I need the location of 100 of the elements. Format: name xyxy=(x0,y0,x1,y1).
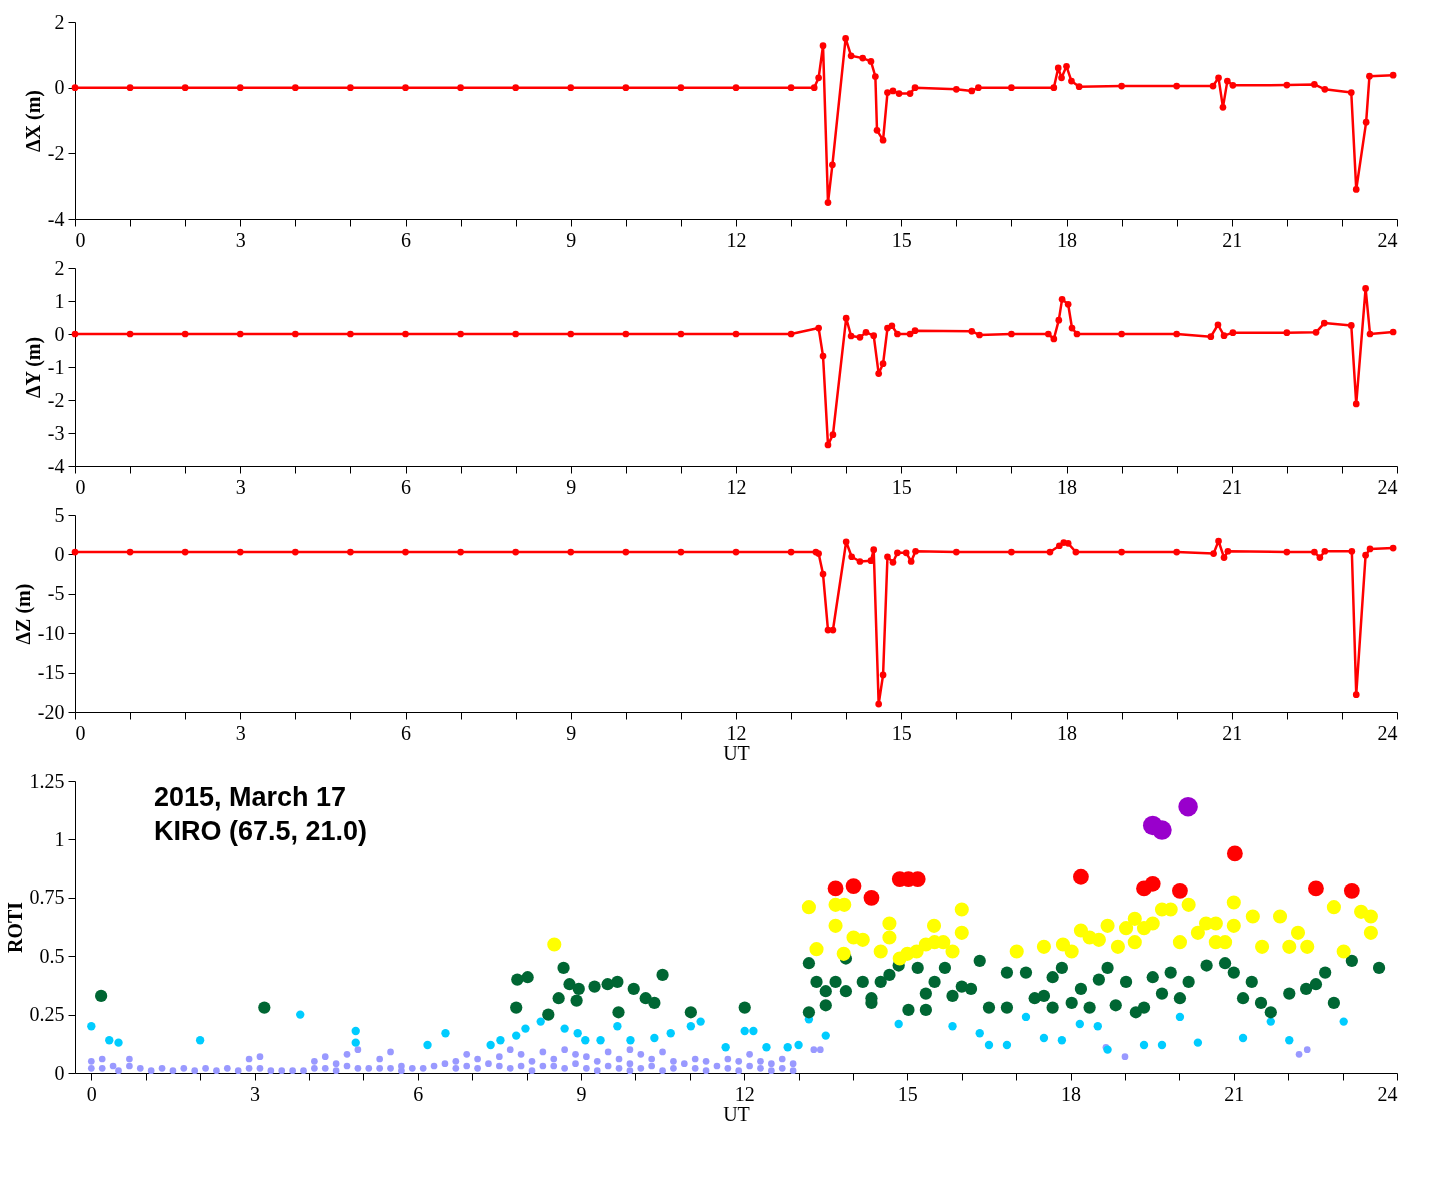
point xyxy=(567,330,575,338)
point xyxy=(1311,548,1318,556)
point xyxy=(855,932,870,947)
point xyxy=(842,538,850,546)
point xyxy=(829,626,837,634)
annotation: 2015, March 17 xyxy=(154,782,347,812)
point xyxy=(1311,81,1318,88)
point xyxy=(441,1029,450,1038)
point xyxy=(677,84,685,92)
point xyxy=(1272,909,1288,924)
point xyxy=(677,548,685,556)
point xyxy=(884,89,891,96)
point xyxy=(296,1010,305,1019)
point xyxy=(721,1043,730,1052)
point xyxy=(1008,84,1015,92)
point xyxy=(1064,944,1079,959)
point xyxy=(1050,335,1058,343)
x-axis-title: UT xyxy=(723,741,750,764)
point xyxy=(666,1029,675,1038)
point xyxy=(1229,329,1237,337)
point xyxy=(873,127,881,134)
x-tick-label: 9 xyxy=(566,475,577,498)
point xyxy=(863,889,880,906)
point xyxy=(1208,916,1223,931)
point xyxy=(762,1043,771,1052)
point xyxy=(824,199,832,206)
point xyxy=(1091,932,1106,947)
point xyxy=(836,946,851,961)
point xyxy=(347,548,354,556)
x-tick-label: 15 xyxy=(897,1082,918,1105)
x-tick-label: 18 xyxy=(1057,721,1077,744)
x-tick-label: 9 xyxy=(566,721,577,744)
point xyxy=(894,330,901,338)
point xyxy=(696,1017,705,1026)
point xyxy=(512,548,520,556)
point xyxy=(870,546,878,554)
point xyxy=(1175,1012,1185,1022)
point xyxy=(1352,691,1360,699)
point xyxy=(906,330,914,338)
point xyxy=(1068,324,1076,332)
point xyxy=(1110,939,1125,954)
point xyxy=(1193,1038,1203,1047)
y-tick-label: -1 xyxy=(47,355,65,378)
point xyxy=(842,314,850,322)
point xyxy=(1064,300,1072,308)
point xyxy=(889,558,897,566)
point xyxy=(856,333,864,341)
point xyxy=(847,332,855,340)
point xyxy=(884,553,891,561)
x-tick-label: 24 xyxy=(1377,228,1398,251)
x-tick-label: 12 xyxy=(726,721,747,744)
x-tick-label: 24 xyxy=(1377,1082,1398,1105)
annotation: KIRO (67.5, 21.0) xyxy=(154,816,368,846)
point xyxy=(1181,897,1196,912)
point xyxy=(1255,939,1270,954)
point xyxy=(1363,925,1378,940)
point xyxy=(879,360,887,368)
point xyxy=(1320,319,1328,327)
point xyxy=(457,548,464,556)
point xyxy=(521,1024,530,1033)
point xyxy=(71,330,79,338)
y-tick-label: -4 xyxy=(47,207,65,230)
point xyxy=(622,330,630,338)
point xyxy=(1226,895,1241,910)
point xyxy=(954,925,969,940)
point xyxy=(1316,554,1324,561)
point xyxy=(732,84,740,92)
point xyxy=(984,1040,994,1050)
point xyxy=(952,85,960,93)
point xyxy=(402,84,409,92)
point xyxy=(1300,939,1315,954)
point xyxy=(783,1043,792,1052)
point xyxy=(894,1019,903,1029)
point xyxy=(1224,547,1232,555)
point xyxy=(911,327,919,335)
y-tick-label: -15 xyxy=(37,661,65,684)
point xyxy=(291,330,299,338)
point xyxy=(1036,939,1051,954)
y-tick-label: 5 xyxy=(54,503,65,526)
point xyxy=(875,700,883,708)
point xyxy=(954,902,969,917)
point xyxy=(402,548,409,556)
point xyxy=(1348,547,1356,555)
point xyxy=(948,1022,957,1031)
point xyxy=(787,84,795,92)
point xyxy=(486,1040,495,1050)
y-axis-title: ΔZ (m) xyxy=(11,583,35,645)
point xyxy=(1266,1017,1275,1026)
point xyxy=(1214,321,1222,329)
point xyxy=(1285,1036,1294,1045)
point xyxy=(1139,1040,1149,1050)
point xyxy=(1063,62,1070,70)
x-tick-label: 3 xyxy=(235,475,246,498)
point xyxy=(1308,880,1324,897)
point xyxy=(1055,316,1063,324)
x-tick-label: 21 xyxy=(1224,1082,1245,1105)
point xyxy=(1190,925,1205,940)
point xyxy=(626,1036,635,1045)
point xyxy=(1144,875,1161,892)
point xyxy=(1157,1040,1167,1050)
